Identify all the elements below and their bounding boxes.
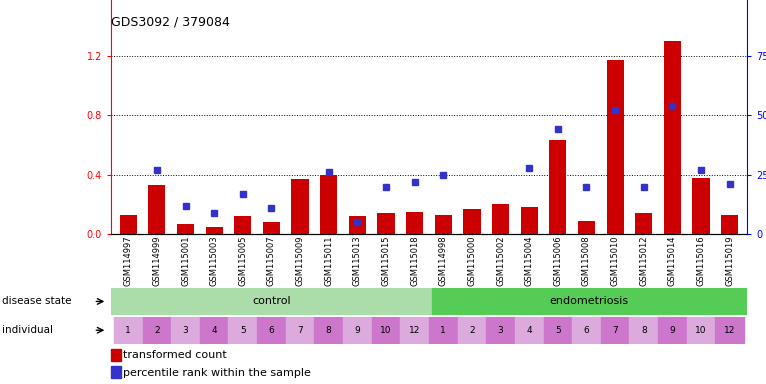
Bar — [607, 60, 624, 234]
Text: 3: 3 — [498, 326, 503, 335]
Bar — [349, 217, 366, 234]
Bar — [142, 317, 172, 344]
Text: 7: 7 — [297, 326, 303, 335]
Text: 10: 10 — [696, 326, 707, 335]
Text: 6: 6 — [584, 326, 589, 335]
Bar — [549, 141, 566, 234]
Bar — [292, 179, 309, 234]
Bar — [228, 317, 257, 344]
Bar — [401, 317, 429, 344]
Bar — [515, 317, 544, 344]
Bar — [320, 175, 337, 234]
Bar — [111, 366, 120, 379]
Bar — [578, 221, 595, 234]
Bar — [234, 217, 251, 234]
Text: 2: 2 — [469, 326, 475, 335]
Bar — [463, 209, 480, 234]
Bar — [434, 215, 452, 234]
Text: 1: 1 — [126, 326, 131, 335]
Bar — [149, 185, 165, 234]
Text: 8: 8 — [326, 326, 332, 335]
Bar — [664, 41, 681, 234]
Bar — [692, 178, 709, 234]
Bar — [429, 317, 457, 344]
Text: 9: 9 — [355, 326, 360, 335]
Bar — [572, 317, 601, 344]
Bar — [286, 317, 314, 344]
Bar — [263, 222, 280, 234]
Text: 10: 10 — [380, 326, 391, 335]
Bar — [630, 317, 658, 344]
Text: 12: 12 — [724, 326, 735, 335]
Bar — [314, 317, 343, 344]
Text: individual: individual — [2, 325, 53, 335]
Bar — [658, 317, 686, 344]
Bar — [457, 317, 486, 344]
Text: 5: 5 — [555, 326, 561, 335]
Bar — [172, 317, 200, 344]
Bar — [486, 317, 515, 344]
Text: control: control — [252, 296, 291, 306]
Text: 7: 7 — [612, 326, 618, 335]
Bar — [715, 317, 744, 344]
Text: percentile rank within the sample: percentile rank within the sample — [123, 367, 311, 377]
Text: 8: 8 — [641, 326, 647, 335]
Bar — [257, 317, 286, 344]
Bar — [721, 215, 738, 234]
Text: 4: 4 — [526, 326, 532, 335]
Text: 9: 9 — [669, 326, 676, 335]
Text: 12: 12 — [409, 326, 421, 335]
Bar — [114, 317, 142, 344]
Bar — [372, 317, 401, 344]
Bar — [111, 349, 120, 361]
Bar — [177, 224, 194, 234]
Text: 6: 6 — [269, 326, 274, 335]
Text: 1: 1 — [440, 326, 446, 335]
Bar — [521, 207, 538, 234]
Bar — [378, 214, 394, 234]
Bar — [432, 288, 747, 315]
Text: GDS3092 / 379084: GDS3092 / 379084 — [111, 15, 230, 28]
Bar — [343, 317, 372, 344]
Text: 4: 4 — [211, 326, 217, 335]
Text: transformed count: transformed count — [123, 350, 227, 360]
Bar — [544, 317, 572, 344]
Bar — [492, 205, 509, 234]
Bar — [686, 317, 715, 344]
Bar — [205, 227, 223, 234]
Bar — [111, 288, 432, 315]
Bar — [406, 212, 424, 234]
Text: endometriosis: endometriosis — [550, 296, 629, 306]
Bar — [601, 317, 630, 344]
Text: 2: 2 — [154, 326, 159, 335]
Bar — [200, 317, 228, 344]
Text: 3: 3 — [182, 326, 188, 335]
Text: disease state: disease state — [2, 296, 71, 306]
Bar — [635, 214, 653, 234]
Bar — [119, 215, 137, 234]
Text: 5: 5 — [240, 326, 246, 335]
